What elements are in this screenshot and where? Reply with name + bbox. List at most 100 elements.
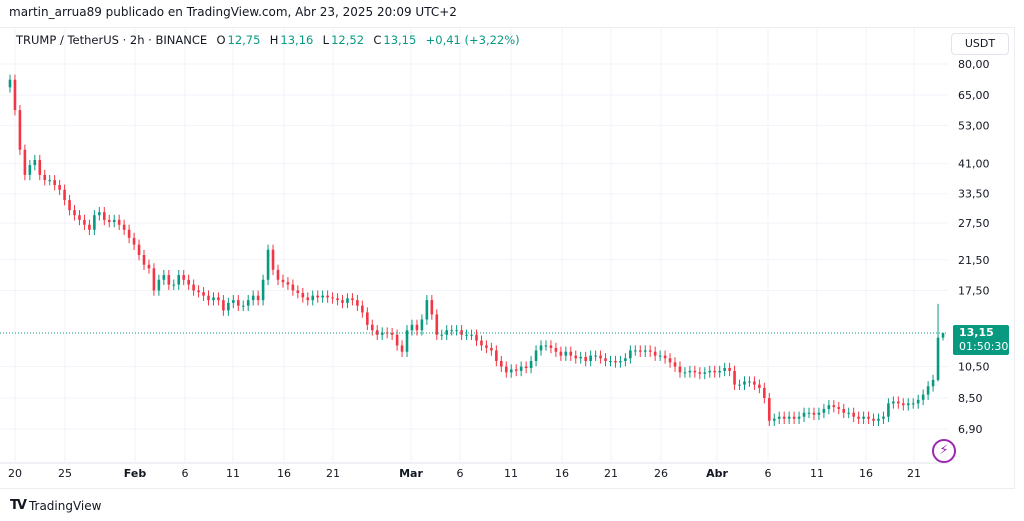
candle-body <box>410 324 414 331</box>
candle-body <box>500 360 503 367</box>
candle-body <box>544 345 548 347</box>
candle-body <box>301 293 305 298</box>
candle-body <box>48 180 52 182</box>
candle-body <box>653 351 657 356</box>
price-tick-label: 33,50 <box>958 188 990 201</box>
candle-body <box>370 324 374 331</box>
candle-body <box>777 416 781 419</box>
candle-body <box>485 345 488 348</box>
candle-body <box>366 312 369 325</box>
symbol-title[interactable]: TRUMP / TetherUS · 2h · BINANCE <box>16 33 208 47</box>
candle-body <box>78 215 81 220</box>
candle-body <box>599 355 602 359</box>
candle-body <box>415 324 419 331</box>
candle-body <box>197 290 200 293</box>
candle-body <box>127 229 131 238</box>
candle-body <box>678 366 682 373</box>
chart-pane[interactable] <box>0 27 1015 489</box>
candle-body <box>256 295 260 301</box>
candle-body <box>594 355 597 357</box>
time-tick-label: 20 <box>8 467 22 480</box>
candle-body <box>361 305 364 313</box>
candle-body <box>346 298 349 303</box>
candle-body <box>768 398 771 421</box>
candle-body <box>172 284 176 286</box>
candle-body <box>395 334 399 346</box>
candle-body <box>276 269 280 280</box>
candle-body <box>271 249 275 270</box>
price-tick-label: 41,00 <box>958 158 990 171</box>
candle-body <box>122 224 126 230</box>
candle-body <box>316 295 319 298</box>
candle-body <box>807 412 811 414</box>
time-tick-label: 11 <box>504 467 518 480</box>
candle-body <box>341 300 344 303</box>
candle-body <box>425 300 429 320</box>
low-label: L <box>322 33 330 47</box>
candle-body <box>837 407 841 409</box>
candle-body <box>217 297 220 301</box>
candle-body <box>723 367 726 371</box>
time-tick-label: 11 <box>810 467 824 480</box>
candle-body <box>450 330 453 332</box>
candle-body <box>470 334 473 336</box>
candle-body <box>177 275 181 285</box>
candle-body <box>351 298 354 301</box>
grid <box>0 28 948 464</box>
candle-body <box>936 337 940 380</box>
candle-body <box>763 387 766 399</box>
candle-body <box>58 185 61 190</box>
high-label: H <box>269 33 279 47</box>
candle-body <box>157 279 161 291</box>
candle-body <box>589 355 592 361</box>
candle-body <box>326 295 329 298</box>
candle-body <box>802 412 806 417</box>
time-tick-label: 6 <box>182 467 189 480</box>
candle-body <box>743 381 746 385</box>
candle-body <box>167 275 171 285</box>
candle-body <box>440 334 444 336</box>
candle-body <box>887 403 890 417</box>
candle-body <box>420 319 424 331</box>
candle-body <box>529 360 533 368</box>
candle-body <box>554 347 558 352</box>
candle-body <box>88 224 91 230</box>
candle-body <box>787 416 791 419</box>
time-tick-label: 26 <box>654 467 668 480</box>
tradingview-logo[interactable]: TV TradingView <box>10 498 101 513</box>
candle-body <box>822 408 826 413</box>
candle-body <box>638 350 642 352</box>
candle-body <box>524 366 528 368</box>
candle-body <box>495 350 498 361</box>
publish-attribution: martin_arrua89 publicado en TradingView.… <box>9 5 457 19</box>
candle-body <box>504 366 508 373</box>
symbol-legend: TRUMP / TetherUS · 2h · BINANCE O 12,75 H… <box>16 33 522 47</box>
candle-body <box>658 355 662 357</box>
candle-body <box>336 298 339 301</box>
candle-body <box>152 268 156 291</box>
candle-body <box>872 418 875 421</box>
candle-body <box>286 282 290 285</box>
candle-body <box>911 403 915 405</box>
candle-body <box>38 160 42 175</box>
candle-body <box>643 350 647 352</box>
lightning-icon[interactable]: ⚡ <box>932 439 956 463</box>
candle-body <box>236 300 240 306</box>
candle-body <box>842 408 846 413</box>
price-tick-label: 10,50 <box>958 361 990 374</box>
candle-body <box>137 244 141 256</box>
candle-body <box>13 79 17 111</box>
candle-body <box>455 330 458 332</box>
candle-body <box>232 300 235 303</box>
candle-body <box>435 314 439 335</box>
price-tick-label: 17,50 <box>958 284 990 297</box>
candle-body <box>207 295 210 301</box>
currency-unit-button[interactable]: USDT <box>951 33 1009 55</box>
candle-body <box>673 362 677 367</box>
candle-body <box>266 249 270 280</box>
candle-body <box>445 330 449 335</box>
open-value: 12,75 <box>227 33 261 47</box>
candle-body <box>112 219 116 223</box>
candle-body <box>693 370 697 373</box>
